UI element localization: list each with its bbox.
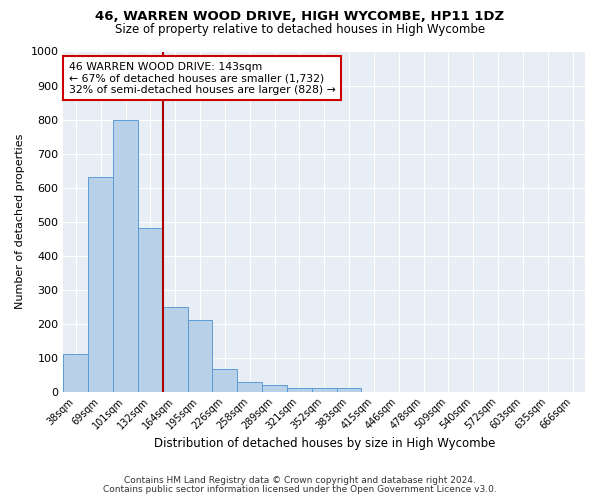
Text: 46, WARREN WOOD DRIVE, HIGH WYCOMBE, HP11 1DZ: 46, WARREN WOOD DRIVE, HIGH WYCOMBE, HP1… — [95, 10, 505, 23]
Bar — [188, 320, 212, 392]
Bar — [262, 386, 287, 392]
Text: Contains HM Land Registry data © Crown copyright and database right 2024.: Contains HM Land Registry data © Crown c… — [124, 476, 476, 485]
Y-axis label: Number of detached properties: Number of detached properties — [15, 134, 25, 309]
Text: Contains public sector information licensed under the Open Government Licence v3: Contains public sector information licen… — [103, 485, 497, 494]
Bar — [88, 178, 113, 392]
Bar — [138, 228, 163, 392]
Bar — [163, 306, 188, 392]
Text: 46 WARREN WOOD DRIVE: 143sqm
← 67% of detached houses are smaller (1,732)
32% of: 46 WARREN WOOD DRIVE: 143sqm ← 67% of de… — [68, 62, 335, 95]
Bar — [212, 370, 237, 392]
Bar — [237, 382, 262, 392]
Bar — [312, 388, 337, 392]
Bar — [64, 354, 88, 392]
Bar — [287, 388, 312, 392]
Bar — [113, 120, 138, 392]
Bar — [337, 388, 361, 392]
X-axis label: Distribution of detached houses by size in High Wycombe: Distribution of detached houses by size … — [154, 437, 495, 450]
Text: Size of property relative to detached houses in High Wycombe: Size of property relative to detached ho… — [115, 22, 485, 36]
